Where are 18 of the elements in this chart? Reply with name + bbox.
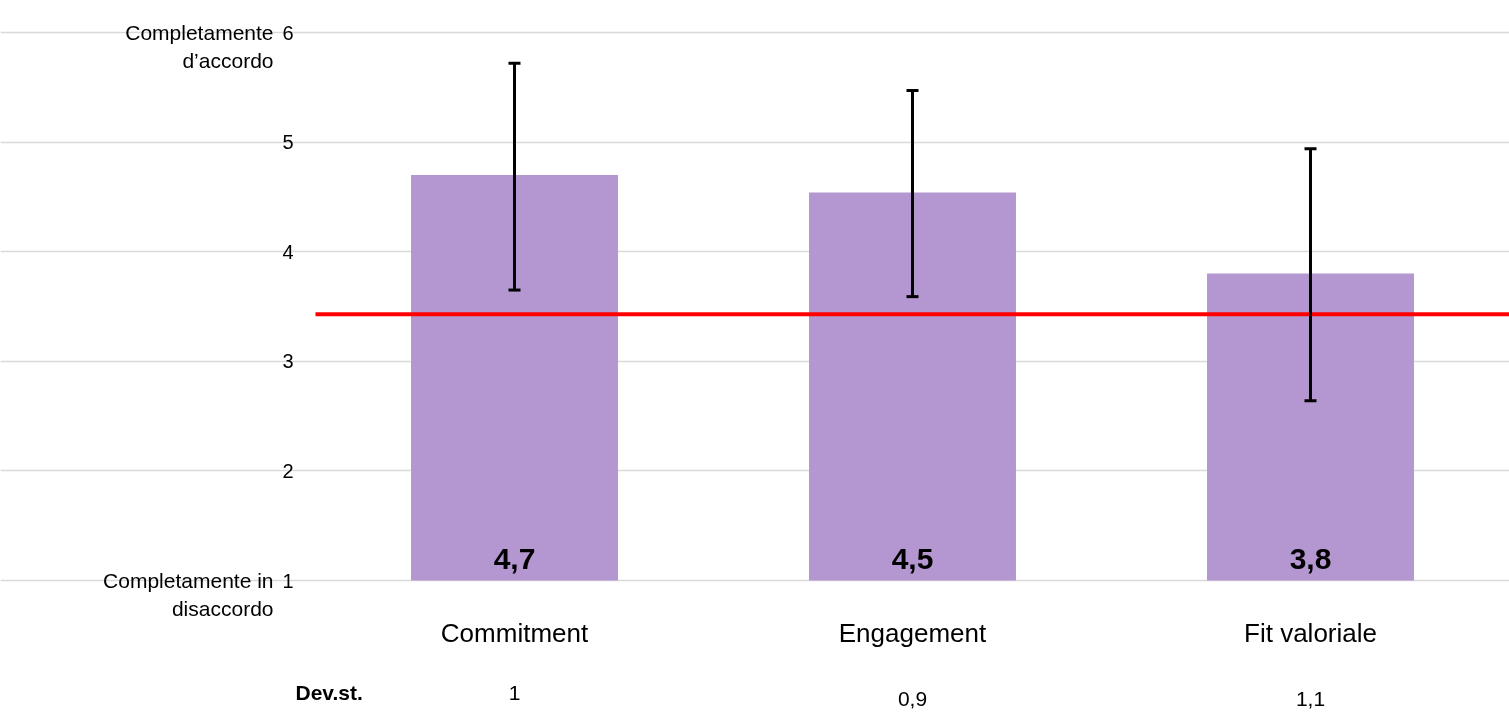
y-tick-label: 6	[282, 21, 294, 44]
text: 0,9	[897, 686, 928, 710]
data-label: 4,7	[493, 541, 536, 575]
data-label: 4,5	[891, 541, 934, 575]
y-tick-label: 4	[282, 240, 294, 263]
x-tick-label: Commitment	[440, 617, 589, 648]
y-tick-label: 1	[282, 569, 294, 592]
y-tick-label: 5	[282, 131, 294, 154]
x-tick-label: Engagement	[838, 617, 987, 648]
annotation: Completamente d’accordo	[125, 21, 274, 72]
annotation: Completamente in disaccordo	[103, 569, 274, 620]
y-tick-label: 2	[282, 459, 294, 482]
y-tick-label: 3	[282, 350, 294, 373]
text: Dev.st.	[295, 681, 363, 704]
x-tick-label: Fit valoriale	[1244, 617, 1377, 648]
data-label: 3,8	[1289, 541, 1332, 575]
text: 1	[508, 680, 521, 704]
text: 1,1	[1295, 686, 1326, 710]
